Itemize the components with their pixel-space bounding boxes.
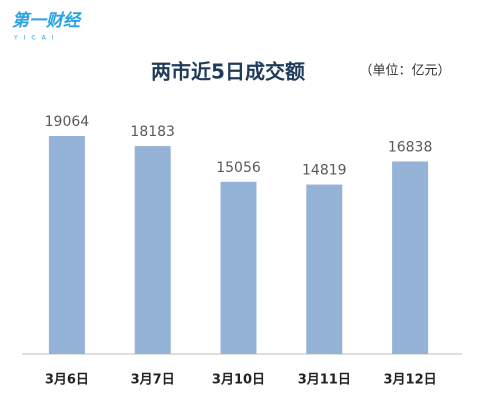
x-tick-label: 3月12日 — [384, 373, 437, 388]
value-label: 15056 — [216, 160, 261, 176]
chart-subtitle: （单位：亿元） — [359, 64, 450, 79]
value-label: 14819 — [302, 163, 347, 179]
bar — [48, 136, 85, 354]
value-label: 18183 — [130, 124, 175, 140]
chart-title: 两市近5日成交额 — [151, 60, 305, 84]
x-tick-label: 3月11日 — [298, 373, 351, 388]
logo: 第一财经 — [12, 11, 82, 31]
bar — [392, 161, 429, 354]
x-tick-label: 3月10日 — [212, 373, 265, 388]
value-label: 16838 — [388, 139, 433, 155]
bar — [220, 181, 257, 354]
bar — [306, 184, 343, 354]
x-tick-label: 3月7日 — [131, 373, 175, 388]
x-tick-label: 3月6日 — [45, 373, 89, 388]
logo-subtext: YICAI — [13, 35, 60, 42]
value-label: 19064 — [45, 114, 90, 130]
bar — [134, 146, 171, 354]
